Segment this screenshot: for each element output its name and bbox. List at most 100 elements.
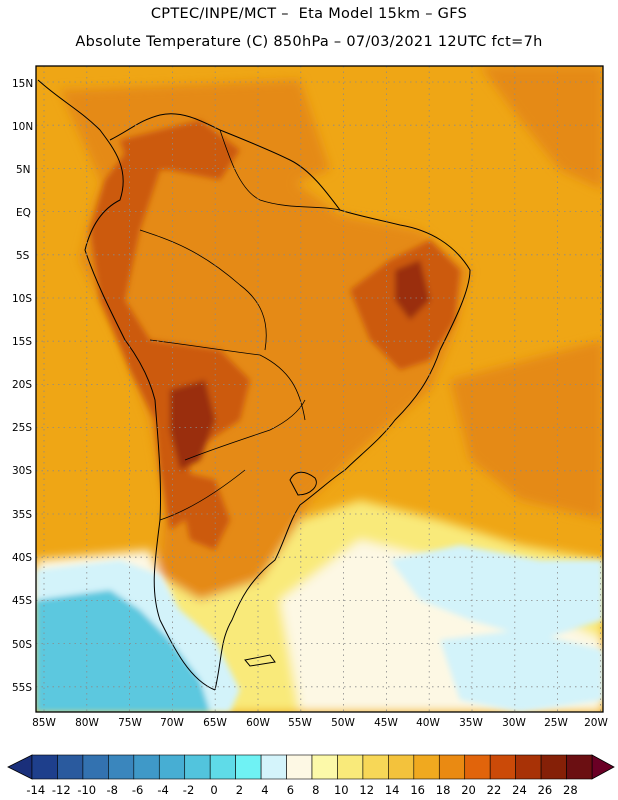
lat-label: 45S (12, 595, 32, 607)
pacific-coastline (37, 79, 216, 691)
lon-label: 65W (203, 717, 227, 729)
lon-label: 20W (584, 717, 608, 729)
coastlines (37, 79, 471, 691)
colorbar-tick-label: -14 (26, 783, 45, 797)
border-b (149, 339, 306, 421)
colorbar: -14 -12 -10 -8 -6 -4 -2 0 2 4 6 8 10 12 14 16 18 20 22 24 26… (7, 754, 615, 797)
colorbar-tick-label: 0 (210, 783, 217, 797)
colorbar-swatch (209, 754, 236, 780)
colorbar-tick-label: -4 (157, 783, 168, 797)
lon-label: 25W (544, 717, 568, 729)
colorbar-swatch (286, 754, 313, 780)
colorbar-tick-label: -12 (52, 783, 71, 797)
colorbar-swatch (540, 754, 567, 780)
lon-label: 60W (246, 717, 270, 729)
country-borders (139, 129, 341, 521)
colorbar-swatch (438, 754, 466, 780)
colorbar-tick-label: 18 (436, 783, 451, 797)
colorbar-tick-label: -8 (106, 783, 117, 797)
lat-label: 25S (12, 422, 32, 434)
lat-label: 30S (12, 465, 32, 477)
colorbar-tick-label: 24 (512, 783, 527, 797)
cold-water-pacific (36, 590, 210, 712)
colorbar-swatch (108, 754, 135, 780)
lat-label: EQ (16, 207, 31, 219)
lat-lon-grid (36, 66, 603, 712)
colorbar-tick-label: -6 (132, 783, 143, 797)
lon-label: 70W (160, 717, 184, 729)
colorbar-swatch (31, 754, 58, 780)
title-line-2: Absolute Temperature (C) 850hPa – 07/03/… (75, 34, 543, 50)
lon-label: 50W (331, 717, 355, 729)
map-frame (35, 65, 604, 713)
colorbar-tick-label: 10 (334, 783, 349, 797)
land-hottest-northeast (395, 260, 430, 320)
colorbar-tick-label: 14 (385, 783, 400, 797)
colorbar-swatch (515, 754, 542, 780)
colorbar-swatch (413, 754, 440, 780)
colorbar-swatch (311, 754, 338, 780)
colorbar-tick-label: 4 (261, 783, 268, 797)
warm-region-atlantic (450, 340, 603, 520)
atlantic-coastline (109, 113, 471, 691)
colorbar-tick-label: -10 (77, 783, 96, 797)
border-a (139, 229, 267, 351)
border-d (159, 469, 246, 521)
colorbar-swatch (464, 754, 491, 780)
lon-label: 55W (288, 717, 312, 729)
colorbar-tick-label: 8 (312, 783, 319, 797)
temperature-field (36, 66, 603, 712)
colorbar-swatch (158, 754, 186, 780)
colorbar-tick-label: 2 (236, 783, 243, 797)
colorbar-tick-label: 16 (410, 783, 425, 797)
lat-label: 5S (16, 250, 30, 262)
colorbar-swatch (489, 754, 516, 780)
colorbar-tick-label: -2 (183, 783, 194, 797)
colorbar-tick-label: 22 (487, 783, 502, 797)
land-hot-argentina (175, 470, 230, 550)
lon-label: 40W (416, 717, 440, 729)
lon-label: 75W (118, 717, 142, 729)
latitude-labels: 15N 10N 5N EQ 5S 10S 15S 20S 25S 30S 35S… (12, 78, 33, 694)
colorbar-tick-label: 28 (563, 783, 578, 797)
lagoon-outline (289, 471, 317, 496)
colorbar-tick-label: 12 (359, 783, 374, 797)
lat-label: 40S (12, 552, 32, 564)
colorbar-swatch (362, 754, 389, 780)
land-hottest-core (170, 380, 215, 470)
cool-water-atlantic-2 (440, 630, 603, 712)
colorbar-swatch (388, 754, 415, 780)
lon-label: 85W (32, 717, 56, 729)
lat-label: 10N (12, 121, 33, 133)
colorbar-tick-label: 20 (461, 783, 476, 797)
title-line-1: CPTEC/INPE/MCT – Eta Model 15km – GFS (150, 6, 468, 22)
lat-label: 15N (12, 78, 33, 90)
cool-water-atlantic (390, 545, 603, 640)
colorbar-tick-label: 6 (287, 783, 294, 797)
lat-label: 50S (12, 639, 32, 651)
lon-label: 45W (374, 717, 398, 729)
longitude-labels: 85W 80W 75W 70W 65W 60W 55W 50W 45W 40W … (32, 717, 608, 729)
falklands-outline (244, 654, 276, 667)
lat-label: 10S (12, 293, 32, 305)
border-e (219, 129, 341, 211)
colorbar-swatch (566, 754, 593, 780)
colorbar-under-arrow (7, 754, 33, 780)
warm-region-northeast (480, 66, 603, 190)
lat-label: 15S (12, 336, 32, 348)
lat-label: 20S (12, 379, 32, 391)
lat-label: 5N (16, 164, 31, 176)
lon-label: 80W (75, 717, 99, 729)
colorbar-tick-label: 26 (538, 783, 553, 797)
colorbar-swatch (235, 754, 262, 780)
colorbar-swatch (260, 754, 287, 780)
border-c (184, 399, 306, 461)
colorbar-swatch (82, 754, 109, 780)
colorbar-swatch (184, 754, 211, 780)
colorbar-swatch (337, 754, 364, 780)
lat-label: 55S (12, 682, 32, 694)
colorbar-over-arrow (591, 754, 615, 780)
lat-label: 35S (12, 509, 32, 521)
lon-label: 30W (502, 717, 526, 729)
